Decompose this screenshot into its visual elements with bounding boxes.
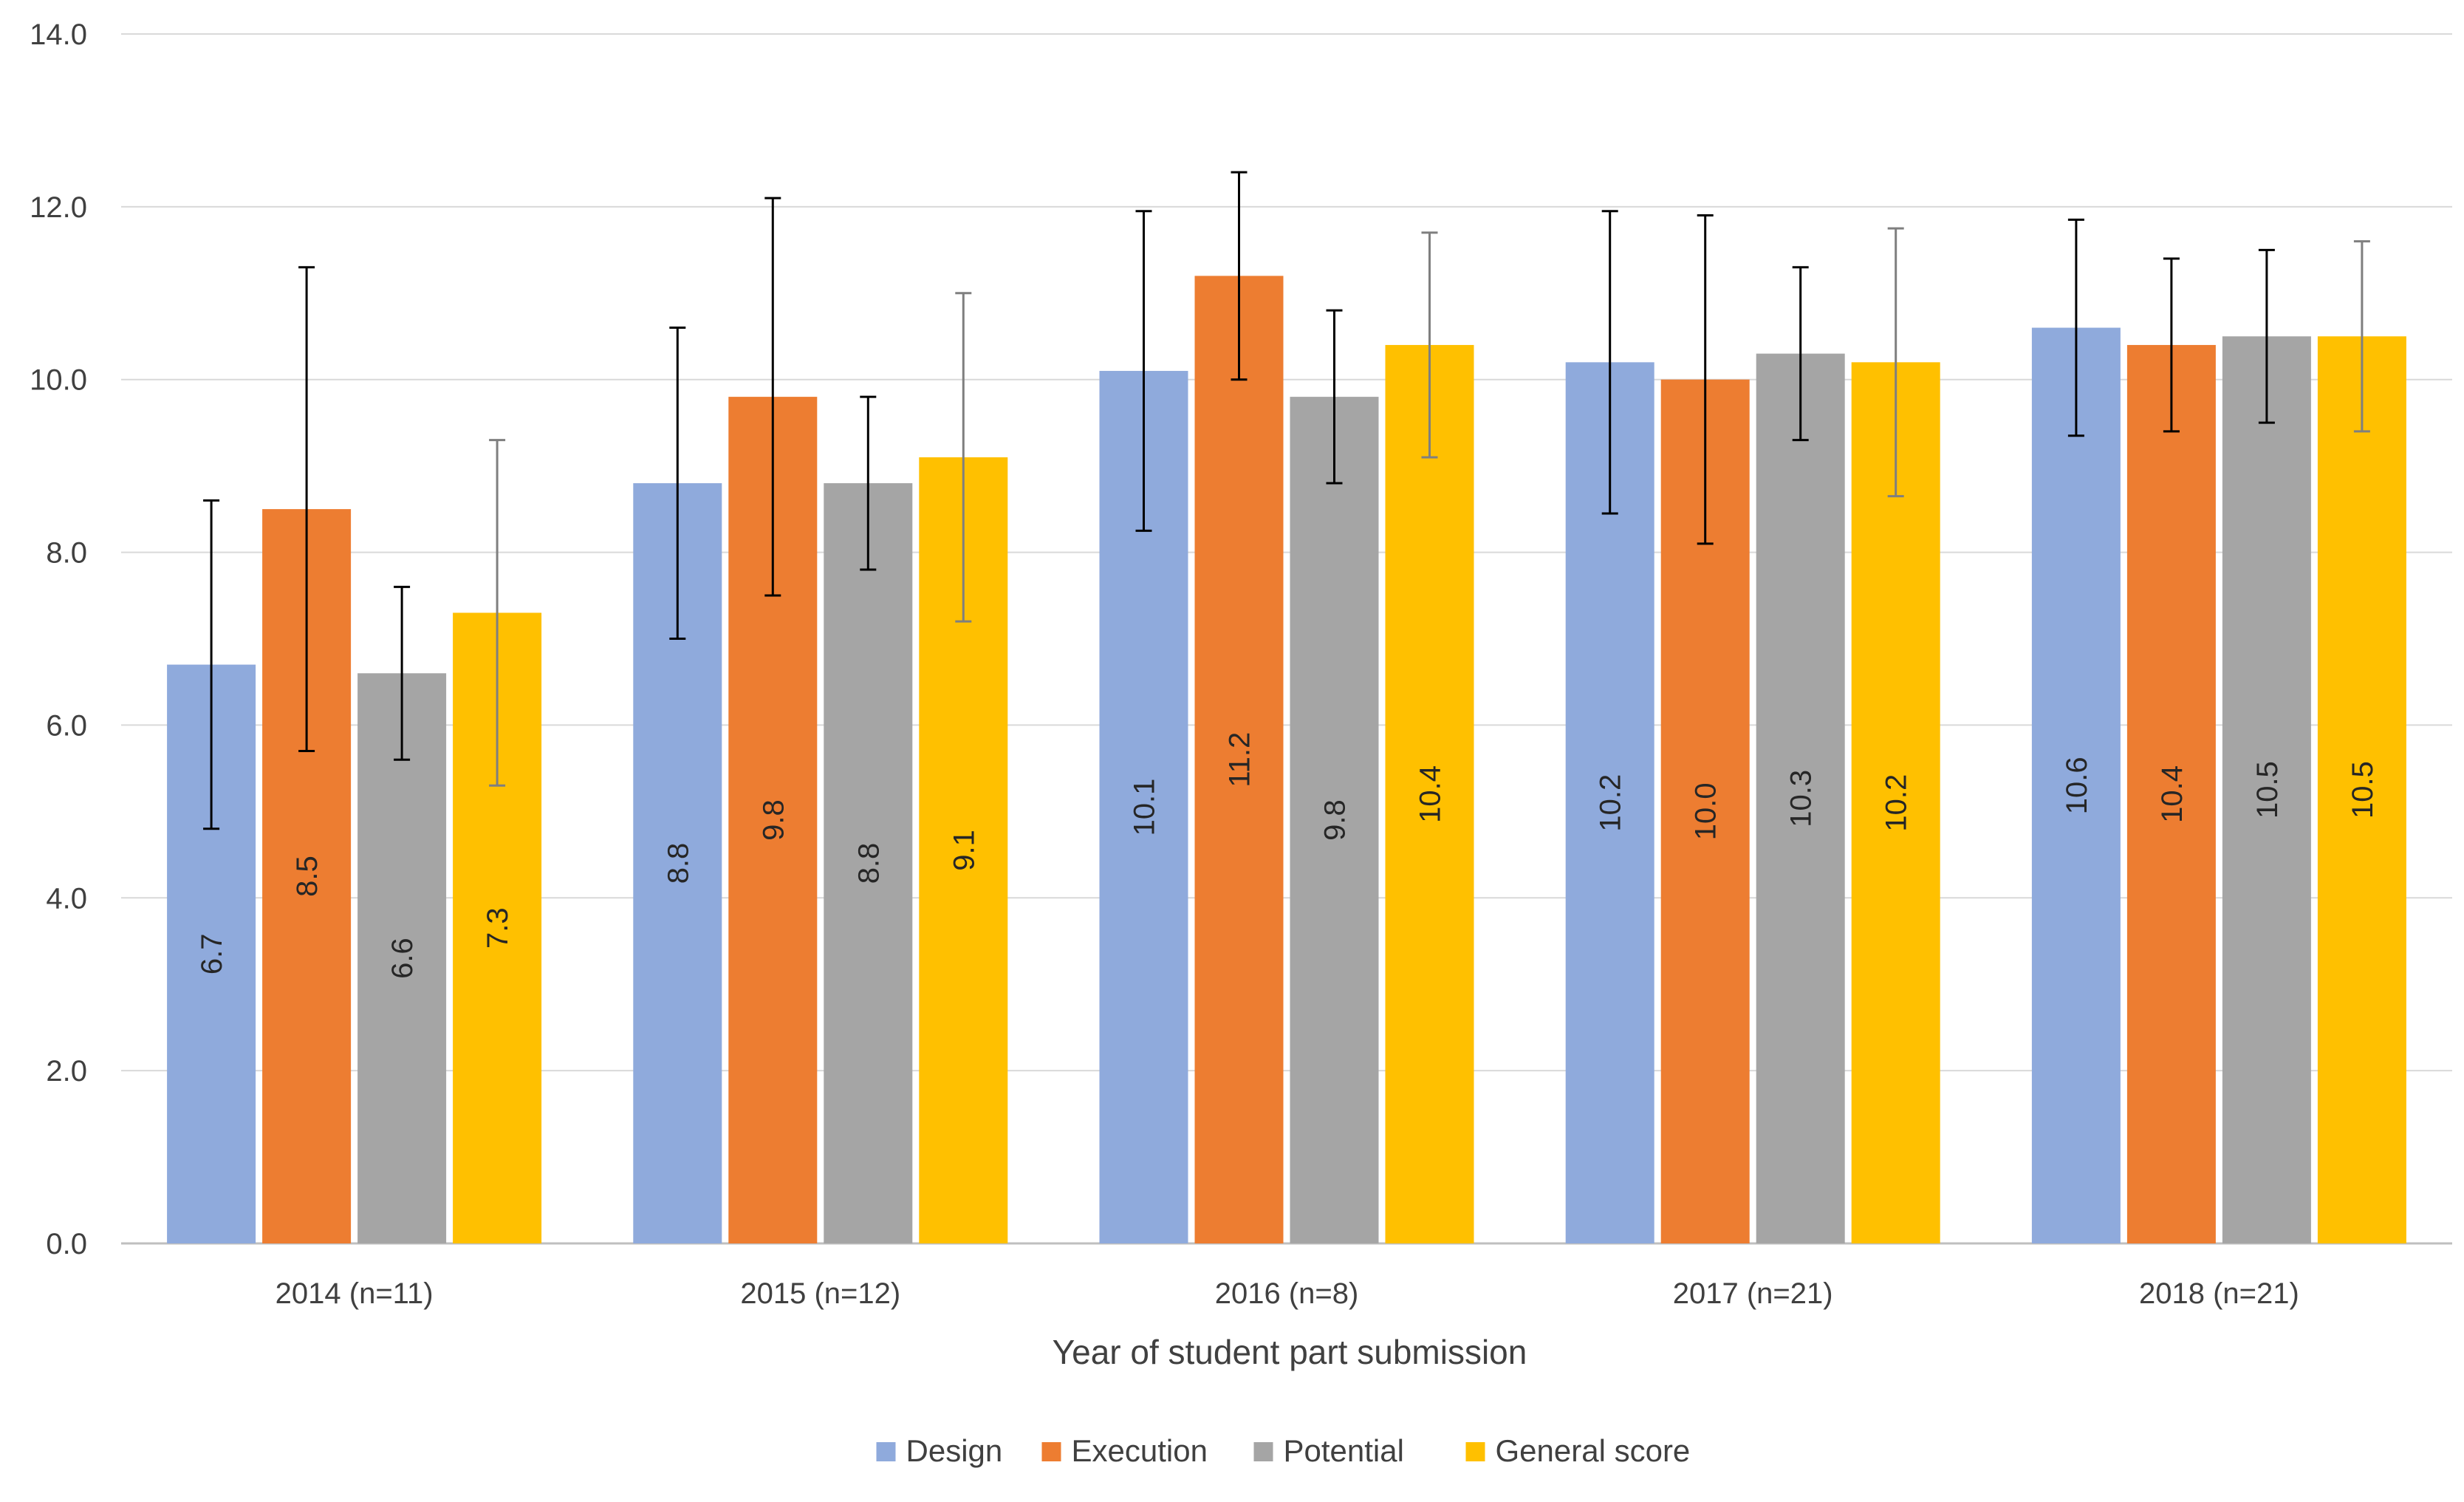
error-bar xyxy=(2353,240,2370,433)
bar-design xyxy=(2031,327,2121,1243)
bar-potential xyxy=(1756,353,1845,1243)
bar-labels: 6.7 8.5 6.6 7.3 8.8 9.8 8.8 9.1 10.1 11.2 9.8 10.4 1… xyxy=(196,732,2379,979)
error-bar xyxy=(394,585,411,761)
error-bar xyxy=(764,197,781,597)
y-tick-label: 14.0 xyxy=(30,18,87,51)
legend-item: Execution xyxy=(1041,1433,1208,1468)
bar-value-label: 9.1 xyxy=(948,830,980,871)
bars xyxy=(167,276,2406,1244)
x-tick-label: 2018 (n=21) xyxy=(2139,1277,2299,1310)
error-bar xyxy=(2163,257,2180,433)
error-bar xyxy=(2067,218,2084,437)
bar-value-label: 10.5 xyxy=(2251,761,2284,819)
error-bar xyxy=(1697,214,1714,545)
bar-value-label: 10.5 xyxy=(2347,761,2379,819)
bar-value-label: 6.6 xyxy=(386,938,419,979)
error-bar xyxy=(669,327,686,640)
legend-swatch xyxy=(1041,1442,1061,1461)
y-tick-label: 6.0 xyxy=(46,709,87,742)
bar-value-label: 10.2 xyxy=(1595,774,1627,832)
bar-execution xyxy=(2126,344,2216,1243)
y-tick-label: 2.0 xyxy=(46,1055,87,1088)
error-bar xyxy=(1792,266,1809,442)
bar-value-label: 9.8 xyxy=(1319,799,1352,841)
legend-label: Potential xyxy=(1284,1433,1404,1468)
error-bar xyxy=(1326,309,1343,485)
x-tick-label: 2014 (n=11) xyxy=(276,1277,434,1310)
y-tick-label: 12.0 xyxy=(30,191,87,224)
bar-value-label: 10.2 xyxy=(1880,774,1913,832)
error-bar xyxy=(2258,248,2275,424)
error-bar xyxy=(1135,210,1152,532)
error-bar xyxy=(1231,171,1248,381)
x-axis-title: Year of student part submission xyxy=(1053,1333,1527,1371)
legend-item: General score xyxy=(1465,1433,1691,1468)
legend-label: Design xyxy=(906,1433,1003,1468)
bar-value-label: 6.7 xyxy=(196,933,228,974)
legend-swatch xyxy=(1465,1442,1485,1461)
legend-item: Potential xyxy=(1253,1433,1404,1468)
bar-potential xyxy=(1290,397,1379,1243)
bar-value-label: 10.4 xyxy=(1414,765,1447,823)
legend-swatch xyxy=(1253,1442,1273,1461)
error-bar xyxy=(1887,227,1904,498)
y-tick-label: 8.0 xyxy=(46,537,87,570)
x-tick-label: 2017 (n=21) xyxy=(1673,1277,1833,1310)
y-axis-ticks: 0.0 2.0 4.0 6.0 8.0 10.0 12.0 14.0 xyxy=(30,18,87,1260)
bar-value-label: 8.8 xyxy=(662,843,694,884)
bar-value-label: 10.0 xyxy=(1690,782,1722,840)
y-tick-label: 10.0 xyxy=(30,364,87,397)
bar-value-label: 8.5 xyxy=(291,856,324,897)
error-bar xyxy=(203,499,220,830)
bar-value-label: 10.6 xyxy=(2061,757,2093,814)
error-bar xyxy=(1421,231,1438,459)
bar-value-label: 10.4 xyxy=(2156,765,2188,823)
error-bar xyxy=(1601,210,1618,515)
bar-potential xyxy=(2222,336,2311,1243)
error-bars xyxy=(203,171,2370,830)
legend: Design Execution Potential General score xyxy=(876,1433,1691,1468)
bar-general-score xyxy=(1851,362,1940,1243)
x-tick-label: 2016 (n=8) xyxy=(1215,1277,1359,1310)
bar-value-label: 9.8 xyxy=(757,799,790,841)
bar-value-label: 11.2 xyxy=(1224,732,1256,788)
error-bar xyxy=(298,266,315,753)
error-bar xyxy=(860,395,877,571)
legend-label: Execution xyxy=(1072,1433,1208,1468)
legend-label: General score xyxy=(1496,1433,1691,1468)
x-tick-label: 2015 (n=12) xyxy=(740,1277,900,1310)
bar-potential xyxy=(824,483,913,1243)
y-tick-label: 4.0 xyxy=(46,882,87,915)
bar-value-label: 10.1 xyxy=(1129,779,1161,836)
error-bar xyxy=(489,439,506,787)
legend-item: Design xyxy=(876,1433,1003,1468)
bar-value-label: 7.3 xyxy=(482,907,514,949)
bar-potential xyxy=(357,673,447,1243)
y-tick-label: 0.0 xyxy=(46,1228,87,1260)
x-axis-ticks: 2014 (n=11) 2015 (n=12) 2016 (n=8) 2017 (n=… xyxy=(276,1277,2299,1310)
error-bar xyxy=(955,292,972,623)
legend-swatch xyxy=(876,1442,896,1461)
bar-value-label: 10.3 xyxy=(1785,770,1818,827)
bar-general-score xyxy=(1385,344,1474,1243)
bar-general-score xyxy=(2317,336,2406,1243)
bar-execution xyxy=(1194,276,1284,1243)
bar-value-label: 8.8 xyxy=(852,843,885,884)
